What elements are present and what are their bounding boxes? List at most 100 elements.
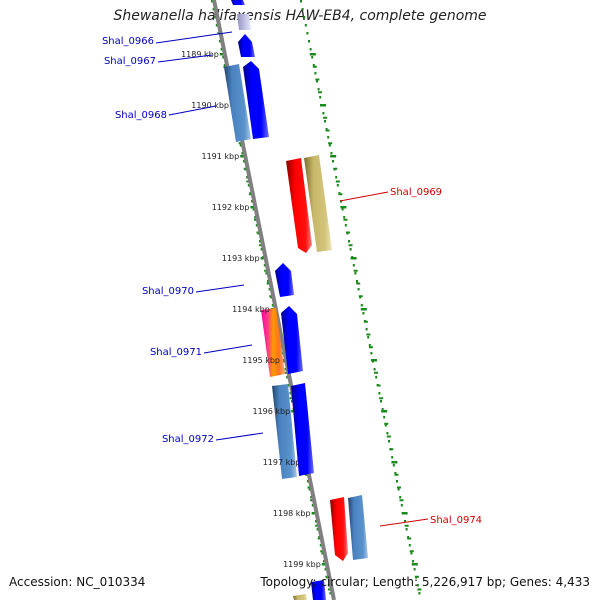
major-tick xyxy=(321,563,328,566)
gene-shal-0970[interactable] xyxy=(275,263,294,297)
outline-dot xyxy=(416,584,419,587)
minor-tick xyxy=(348,244,353,247)
gene-shal-0971-b[interactable] xyxy=(281,306,303,374)
outline-dot xyxy=(381,408,384,411)
outline-dot xyxy=(364,320,366,323)
outline-dot xyxy=(418,592,421,595)
gene-shal-0974-a[interactable] xyxy=(330,497,348,561)
outline-dot xyxy=(254,216,257,219)
outline-dot xyxy=(260,248,263,251)
outline-dot xyxy=(247,184,250,187)
outline-dot xyxy=(243,160,245,163)
outline-dot xyxy=(335,176,338,179)
map-title: Shewanella halifaxensis HAW-EB4, complet… xyxy=(113,8,487,24)
gene-shal-0969-b[interactable] xyxy=(304,155,332,252)
outline-dot xyxy=(316,528,319,531)
outline-dot xyxy=(343,216,346,219)
outline-dot xyxy=(378,392,381,395)
gene-shal-0972-a[interactable] xyxy=(272,384,297,479)
outline-dot xyxy=(315,520,317,523)
label-shal-0971[interactable]: Shal_0971 xyxy=(150,344,253,358)
outline-dot xyxy=(327,136,330,139)
outline-dot xyxy=(380,400,382,403)
outline-dot xyxy=(215,24,218,27)
outline-dot xyxy=(314,72,317,75)
outline-dot xyxy=(322,112,325,115)
outline-dot xyxy=(319,96,322,99)
label-shal-0972[interactable]: Shal_0972 xyxy=(162,432,264,445)
minor-tick xyxy=(374,371,379,374)
minor-tick xyxy=(404,524,409,527)
label-shal-0970[interactable]: Shal_0970 xyxy=(142,284,245,297)
outline-dot xyxy=(321,552,324,555)
outline-dot xyxy=(281,352,284,355)
tick-label: 1190 kbp xyxy=(191,101,229,110)
outline-dot xyxy=(309,48,312,51)
outline-dot xyxy=(384,424,387,427)
label-text: Shal_0969 xyxy=(390,187,442,198)
outline-dot xyxy=(373,368,376,371)
minor-tick xyxy=(409,550,414,553)
gene-shal-0968-a[interactable] xyxy=(224,64,251,142)
label-shal-0967[interactable]: Shal_0967 xyxy=(104,54,213,67)
outline-dot xyxy=(308,40,310,43)
label-shal-0968[interactable]: Shal_0968 xyxy=(115,105,217,121)
label-shal-0969[interactable]: Shal_0969 xyxy=(339,187,442,202)
outline-dot xyxy=(389,448,392,451)
outline-dot xyxy=(396,480,398,483)
outline-dot xyxy=(252,208,255,211)
outline-dot xyxy=(251,200,253,203)
gene-partial-top[interactable] xyxy=(231,0,251,30)
gene-shal-0969-a[interactable] xyxy=(286,158,312,253)
outline-dot xyxy=(338,192,341,195)
outline-dot xyxy=(407,536,410,539)
major-tick xyxy=(240,155,247,158)
outline-dot xyxy=(316,80,318,83)
outline-dot xyxy=(332,160,334,163)
outline-dot xyxy=(246,176,249,179)
outline-dot xyxy=(392,464,395,467)
outline-dot xyxy=(262,256,265,259)
outline-dot xyxy=(324,120,326,123)
tick-label: 1193 kbp xyxy=(222,254,260,263)
outline-dot xyxy=(241,152,244,155)
gene-shal-0972-b[interactable] xyxy=(291,383,314,476)
label-shal-0974[interactable]: Shal_0974 xyxy=(379,515,482,527)
accession-text: Accession: NC_010334 xyxy=(9,575,146,589)
outline-dot xyxy=(301,8,304,11)
gene-shal-0974-b[interactable] xyxy=(348,495,368,560)
gene-shal-0967[interactable] xyxy=(238,34,255,57)
outline-dot xyxy=(360,304,363,307)
major-tick xyxy=(330,155,337,158)
label-shal-0966[interactable]: Shal_0966 xyxy=(102,31,233,47)
outline-dot xyxy=(268,288,271,291)
gene-shal-0968-b[interactable] xyxy=(243,61,269,139)
major-tick xyxy=(309,53,316,56)
minor-tick xyxy=(368,346,373,349)
outline-dot xyxy=(367,336,370,339)
outline-dot xyxy=(329,592,332,595)
outline-dot xyxy=(220,48,223,51)
major-tick xyxy=(350,257,357,260)
outline-dot xyxy=(333,168,336,171)
outline-dot xyxy=(383,416,386,419)
outline-dot xyxy=(219,40,221,43)
genes xyxy=(224,0,368,600)
gene-shal-0971-a[interactable] xyxy=(261,308,285,377)
tick-label: 1198 kbp xyxy=(273,509,311,518)
outline-dot xyxy=(303,16,306,19)
outline-dot xyxy=(376,384,379,387)
outline-dot xyxy=(289,392,292,395)
minor-tick xyxy=(394,473,399,476)
outline-dot xyxy=(212,8,215,11)
outline-dot xyxy=(346,232,349,235)
major-tick xyxy=(360,308,367,311)
outline-dot xyxy=(351,256,354,259)
outline-dot xyxy=(263,264,266,267)
gene-partial-bottom[interactable] xyxy=(293,580,326,600)
outline-dot xyxy=(283,360,285,363)
tick-label: 1194 kbp xyxy=(232,305,270,314)
outline-dot xyxy=(239,144,242,147)
gene-labels: Shal_0966 Shal_0967 Shal_0968 Shal_0969 … xyxy=(102,31,482,527)
outline-dot xyxy=(284,368,287,371)
